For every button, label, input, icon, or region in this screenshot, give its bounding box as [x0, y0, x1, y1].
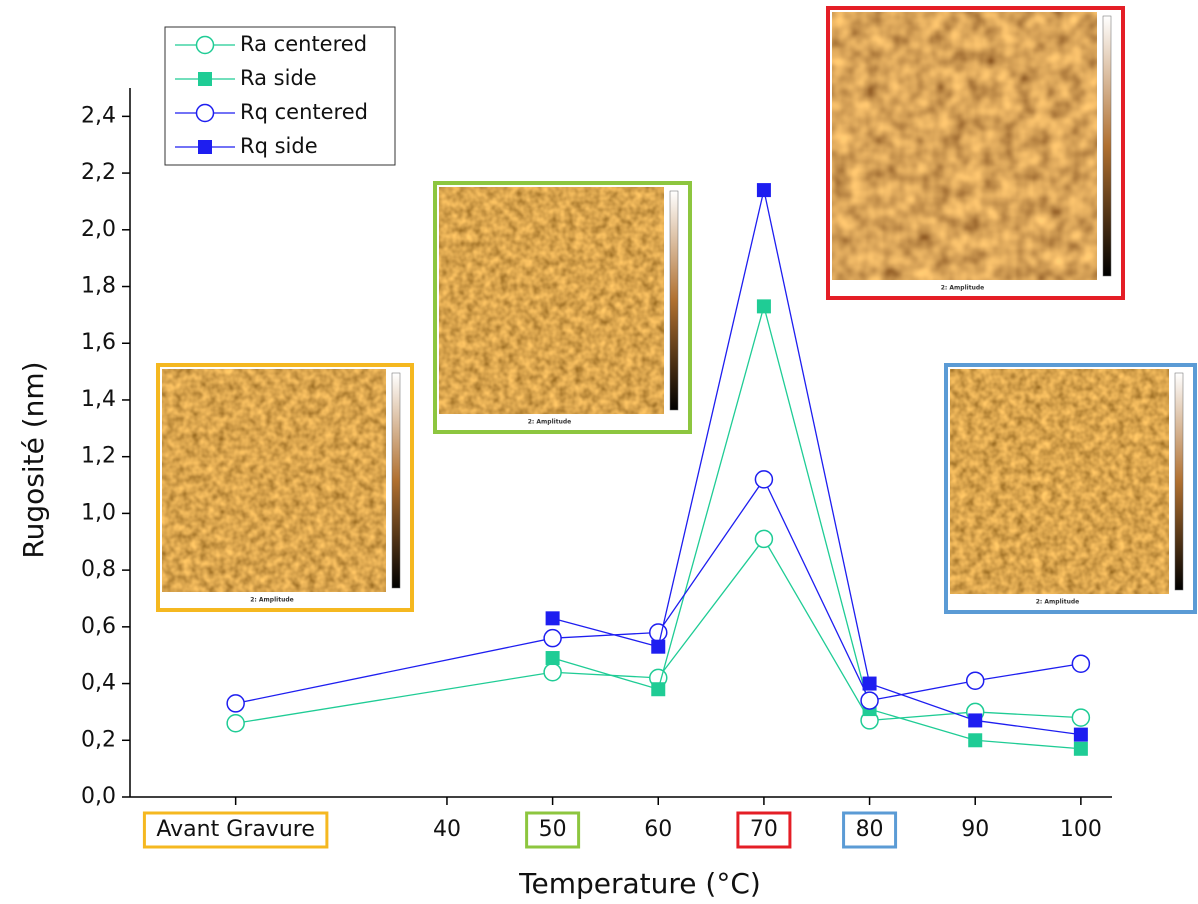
marker: [1071, 708, 1091, 727]
marker: [968, 733, 983, 748]
x-tick-label: 90: [961, 817, 989, 842]
inset-caption: 2: Amplitude: [528, 419, 571, 426]
legend-label: Rq centered: [240, 100, 368, 124]
x-tick-label: Avant Gravure: [156, 817, 314, 842]
y-tick-label: 2,0: [81, 217, 116, 242]
inset-colorbar: [669, 190, 679, 411]
marker: [543, 662, 562, 682]
legend-marker: [195, 103, 215, 123]
marker: [545, 651, 560, 666]
y-tick-label: 1,4: [81, 387, 116, 412]
marker: [754, 529, 774, 549]
y-tick-label: 1,6: [81, 330, 116, 355]
inset-caption: 2: Amplitude: [1036, 599, 1079, 606]
inset-image: [439, 187, 664, 414]
y-tick-label: 0,8: [81, 557, 116, 582]
marker: [1073, 741, 1088, 756]
legend-marker: [198, 72, 212, 86]
legend-label: Rq side: [240, 134, 318, 158]
x-tick-label: 50: [539, 817, 567, 842]
marker: [1071, 654, 1091, 673]
marker: [651, 639, 666, 654]
series-line: [552, 189, 1081, 736]
marker: [965, 671, 985, 690]
y-tick-label: 1,2: [81, 444, 116, 469]
marker: [226, 714, 245, 733]
marker: [968, 713, 983, 728]
marker: [754, 470, 774, 489]
series-line: [552, 303, 1081, 750]
inset-image: [832, 12, 1097, 280]
marker: [545, 611, 560, 626]
marker: [756, 299, 771, 314]
marker: [756, 183, 771, 198]
y-tick-label: 0,6: [81, 614, 116, 639]
y-tick-label: 1,0: [81, 500, 116, 525]
insets: 2: Amplitude 2: Amplitude 2: Amplitude 2: A…: [156, 6, 1197, 614]
x-axis-title: Temperature (°C): [518, 867, 761, 900]
x-tick-frame: [525, 811, 581, 849]
y-tick-label: 0,2: [81, 727, 116, 752]
marker: [543, 628, 562, 648]
x-tick-frame: [842, 811, 898, 849]
inset-caption: 2: Amplitude: [250, 597, 293, 604]
y-tick-label: 2,4: [81, 103, 116, 128]
y-tick-label: 0,4: [81, 671, 116, 696]
x-tick-label: 40: [433, 817, 461, 842]
marker: [862, 676, 877, 691]
marker: [649, 623, 668, 642]
legend-label: Ra side: [240, 66, 317, 90]
inset-image: [950, 369, 1169, 594]
marker: [651, 682, 666, 697]
y-tick-label: 0,0: [81, 784, 116, 809]
marker: [860, 691, 879, 710]
legend-marker: [198, 140, 212, 154]
x-tick-label: 70: [750, 817, 778, 842]
inset-caption: 2: Amplitude: [941, 285, 984, 292]
y-tick-label: 1,8: [81, 274, 116, 299]
y-axis-title: Rugosité (nm): [17, 361, 50, 558]
x-tick-label: 60: [644, 817, 672, 842]
y-tick-label: 2,2: [81, 160, 116, 185]
legend-label: Ra centered: [240, 32, 367, 56]
x-tick-label: 80: [856, 817, 884, 842]
x-tick-frame: [142, 811, 329, 849]
legend-marker: [195, 35, 215, 55]
inset-colorbar: [1174, 372, 1184, 591]
marker: [226, 694, 245, 713]
inset-colorbar: [1102, 15, 1112, 277]
x-tick-frame: [736, 811, 792, 849]
x-tick-label: 100: [1060, 817, 1102, 842]
inset-image: [162, 369, 386, 592]
inset-colorbar: [391, 372, 401, 589]
marker: [1073, 727, 1088, 742]
